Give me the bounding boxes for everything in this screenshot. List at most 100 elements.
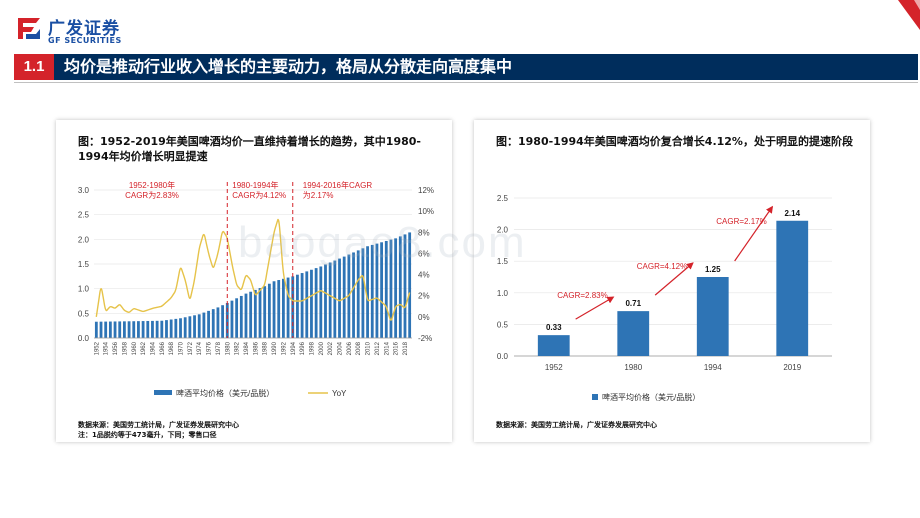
cagr-annotation: 1994-2016年CAGR 为2.17% bbox=[303, 180, 373, 200]
price-bar bbox=[94, 321, 98, 338]
x-tick-label: 1996 bbox=[300, 341, 306, 355]
price-bar bbox=[253, 289, 257, 338]
x-tick-label: 2018 bbox=[403, 341, 409, 355]
x-tick-label: 1964 bbox=[150, 341, 156, 355]
price-bar bbox=[244, 293, 248, 338]
section-number: 1.1 bbox=[14, 54, 54, 80]
price-bar bbox=[366, 246, 369, 338]
price-bar bbox=[370, 244, 374, 338]
x-tick-label: 1980 bbox=[225, 341, 231, 355]
price-bar bbox=[333, 260, 337, 338]
price-bar bbox=[104, 321, 108, 338]
price-bar bbox=[291, 276, 295, 338]
left-chart-source: 数据来源：美国劳工统计局，广发证券发展研究中心 bbox=[78, 421, 239, 429]
y-tick: 1.5 bbox=[497, 257, 509, 266]
price-bar bbox=[160, 320, 164, 338]
x-tick-label: 2019 bbox=[783, 363, 801, 372]
title-divider bbox=[14, 82, 918, 83]
x-tick-label: 1990 bbox=[272, 341, 278, 355]
price-bar bbox=[389, 239, 393, 338]
price-bar bbox=[165, 320, 168, 338]
price-bar bbox=[776, 220, 809, 356]
price-bar bbox=[696, 277, 729, 356]
price-bar bbox=[314, 268, 318, 338]
x-tick-label: 1980 bbox=[624, 363, 642, 372]
x-tick-label: 2016 bbox=[394, 341, 400, 355]
price-bar bbox=[174, 318, 178, 338]
x-tick-label: 1970 bbox=[179, 341, 185, 355]
y-tick-right: 12% bbox=[418, 186, 434, 195]
y-tick-right: 4% bbox=[418, 271, 430, 280]
cagr-annotation: 1952-1980年 CAGR为2.83% bbox=[125, 180, 179, 200]
legend-swatch-bar bbox=[592, 394, 598, 400]
price-bar bbox=[146, 320, 150, 338]
price-bar bbox=[132, 321, 136, 338]
section-title: 均价是推动行业收入增长的主要动力，格局从分散走向高度集中 bbox=[64, 57, 513, 76]
legend-swatch-bar bbox=[154, 390, 172, 395]
price-bar bbox=[272, 281, 276, 338]
price-bar bbox=[239, 295, 243, 338]
y-tick-left: 0.0 bbox=[78, 334, 90, 343]
watermark-text: baogao8.com bbox=[238, 218, 527, 267]
price-bar bbox=[151, 320, 154, 338]
price-bar bbox=[113, 321, 117, 338]
x-tick-label: 2004 bbox=[338, 341, 344, 355]
price-bar bbox=[118, 321, 122, 338]
y-tick-right: 10% bbox=[418, 207, 434, 216]
price-bar bbox=[384, 240, 388, 338]
price-bar bbox=[328, 262, 332, 338]
brand-name-cn: 广发证券 bbox=[48, 19, 120, 39]
value-label: 1.25 bbox=[705, 265, 721, 274]
y-tick-right: -2% bbox=[418, 334, 432, 343]
price-bar bbox=[375, 243, 379, 338]
corner-decoration bbox=[898, 0, 920, 30]
value-label: 0.33 bbox=[546, 323, 562, 332]
x-tick-label: 1984 bbox=[244, 341, 250, 355]
y-tick: 2.5 bbox=[497, 194, 509, 203]
price-bar bbox=[221, 305, 225, 338]
y-tick-left: 2.5 bbox=[78, 211, 90, 220]
price-bar bbox=[183, 317, 187, 338]
growth-arrow bbox=[654, 262, 694, 296]
x-tick-label: 1968 bbox=[169, 341, 175, 355]
y-tick-right: 8% bbox=[418, 228, 430, 237]
x-tick-label: 1972 bbox=[188, 341, 194, 355]
yoy-line bbox=[95, 218, 411, 321]
y-tick: 2.0 bbox=[497, 226, 509, 235]
x-tick-label: 1998 bbox=[309, 341, 315, 355]
cagr-annotation: CAGR=2.17% bbox=[716, 217, 766, 226]
price-bar bbox=[296, 274, 299, 338]
price-bar bbox=[352, 252, 355, 338]
left-chart-panel: 图：1952-2019年美国啤酒均价一直维持着增长的趋势，其中1980-1994… bbox=[56, 120, 452, 442]
cagr-annotation: CAGR=2.83% bbox=[557, 291, 607, 300]
price-bar bbox=[127, 321, 131, 338]
price-bar bbox=[394, 238, 398, 338]
y-tick-left: 0.5 bbox=[78, 309, 90, 318]
x-tick-label: 1986 bbox=[253, 341, 259, 355]
price-bar bbox=[356, 250, 360, 338]
x-tick-label: 1994 bbox=[291, 341, 297, 355]
y-tick-right: 0% bbox=[418, 313, 430, 322]
price-bar bbox=[537, 335, 570, 356]
x-tick-label: 2010 bbox=[366, 341, 372, 355]
price-bar bbox=[277, 280, 281, 338]
price-bar bbox=[305, 271, 309, 338]
price-bar bbox=[122, 321, 126, 338]
legend-label: 啤酒平均价格（美元/品脱） bbox=[176, 388, 274, 398]
price-bar bbox=[263, 286, 267, 338]
price-bar bbox=[267, 283, 271, 338]
price-bar bbox=[137, 321, 140, 338]
x-tick-label: 1952 bbox=[94, 341, 100, 355]
x-tick-label: 1960 bbox=[132, 341, 138, 355]
x-tick-label: 2008 bbox=[356, 341, 362, 355]
x-tick-label: 1962 bbox=[141, 341, 147, 355]
x-tick-label: 1978 bbox=[216, 341, 222, 355]
x-tick-label: 1982 bbox=[235, 341, 241, 355]
period-price-chart: 0.0 0.5 1.0 1.5 2.0 2.5 0.33 1952 0.71 1980 1.25 19… bbox=[497, 194, 832, 402]
left-chart-caption: 图：1952-2019年美国啤酒均价一直维持着增长的趋势，其中1980-1994… bbox=[78, 135, 421, 163]
legend-label: 啤酒平均价格（美元/品脱） bbox=[602, 392, 700, 402]
right-chart-caption: 图：1980-1994年美国啤酒均价复合增长4.12%，处于明显的提速阶段 bbox=[496, 135, 853, 148]
price-bar bbox=[286, 277, 290, 338]
price-bar bbox=[324, 264, 327, 338]
price-bar bbox=[342, 256, 346, 338]
